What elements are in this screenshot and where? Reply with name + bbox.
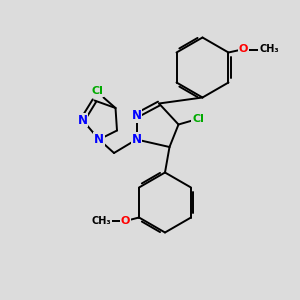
Text: Cl: Cl <box>92 86 104 96</box>
Text: O: O <box>239 44 248 55</box>
Text: N: N <box>94 133 104 146</box>
Text: N: N <box>131 133 142 146</box>
Text: CH₃: CH₃ <box>91 216 111 226</box>
Text: N: N <box>77 113 88 127</box>
Text: O: O <box>121 216 130 226</box>
Text: CH₃: CH₃ <box>259 44 279 55</box>
Text: Cl: Cl <box>192 114 204 124</box>
Text: N: N <box>131 109 142 122</box>
